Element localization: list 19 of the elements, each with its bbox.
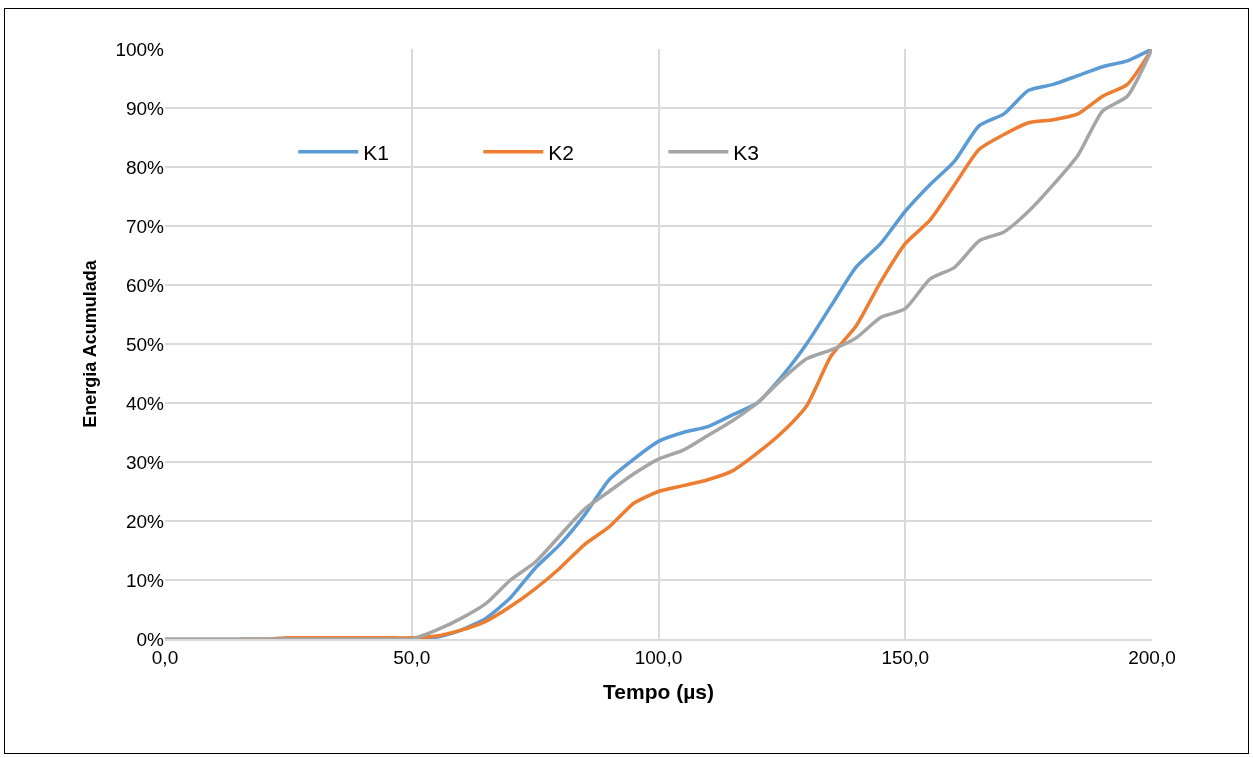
- legend-label: K1: [363, 140, 389, 164]
- y-tick-label: 10%: [125, 569, 165, 591]
- x-tick-label: 200,0: [1128, 646, 1176, 668]
- x-tick-label: 150,0: [881, 646, 930, 668]
- x-tick-label: 100,0: [634, 646, 683, 668]
- x-tick-label: 50,0: [393, 646, 431, 668]
- y-tick-label: 50%: [125, 333, 165, 355]
- y-tick-label: 70%: [125, 215, 165, 237]
- y-tick-label: 100%: [115, 38, 165, 60]
- y-axis-title: Energia Acumulada: [79, 259, 100, 428]
- y-tick-label: 90%: [125, 97, 165, 119]
- legend-label: K2: [548, 140, 574, 164]
- y-tick-label: 40%: [125, 392, 165, 414]
- legend-label: K3: [733, 140, 759, 164]
- x-axis-title: Tempo (µs): [603, 680, 714, 704]
- y-tick-label: 30%: [125, 451, 165, 473]
- y-tick-label: 20%: [125, 510, 165, 532]
- y-tick-label: 80%: [125, 156, 165, 178]
- y-tick-label: 60%: [125, 274, 165, 296]
